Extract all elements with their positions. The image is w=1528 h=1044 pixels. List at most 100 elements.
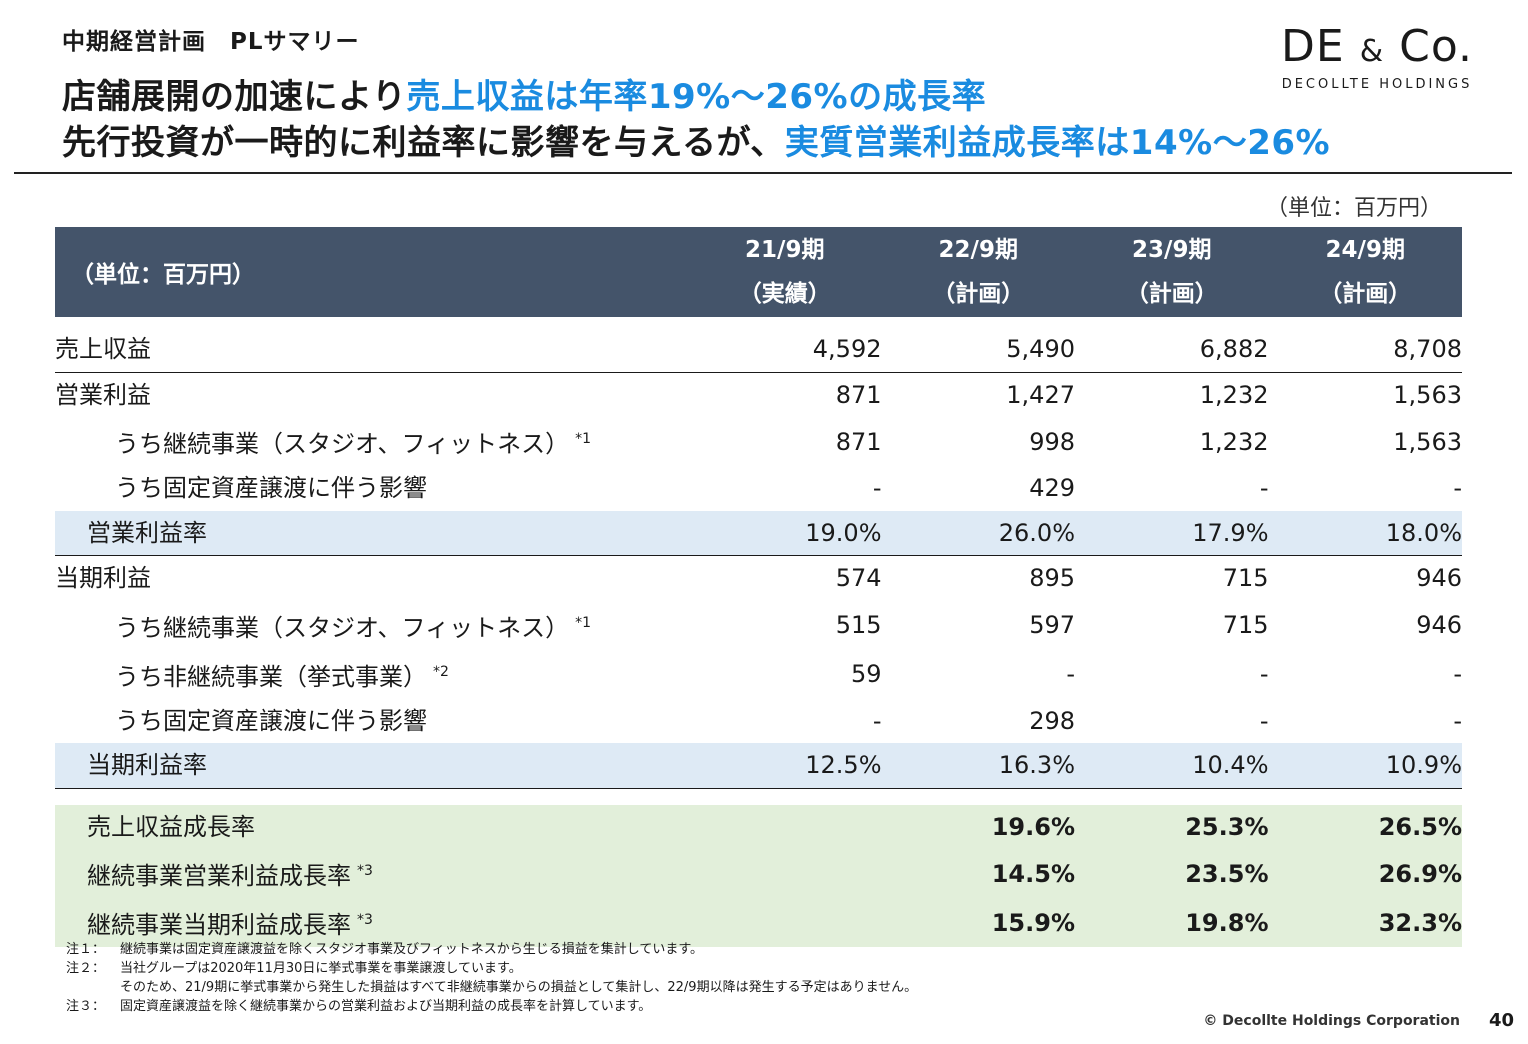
row-label: 当期利益: [55, 564, 151, 593]
cell-value: 871: [835, 427, 882, 456]
row-label: 継続事業当期利益成長率 *3: [55, 898, 688, 947]
col-kind: （計画）: [1319, 281, 1412, 307]
table-header-row: （単位：百万円） 21/9期 （実績） 22/9期 （計画） 23/9期 （計画） 2…: [55, 227, 1462, 317]
cell-value: -: [1259, 474, 1269, 503]
footnote: 注３： 固定資産譲渡益を除く継続事業からの営業利益および当期利益の成長率を計算して…: [66, 997, 917, 1016]
footnote-marker: *3: [357, 912, 373, 928]
cell-value: 14.5%: [881, 849, 1075, 898]
cell-value: 19.8%: [1075, 898, 1269, 947]
headline-line-1: 店舗展開の加速により売上収益は年率19%～26%の成長率: [62, 74, 1262, 120]
cell-value: 19.0%: [688, 510, 882, 556]
spacer-row: [55, 317, 1462, 327]
cell-value: 32.3%: [1268, 898, 1462, 947]
cell-value: 946: [1416, 611, 1462, 639]
cell-value: 1,232: [1199, 427, 1269, 456]
cell-value: 298: [1029, 706, 1075, 735]
cell-value: 5,490: [881, 327, 1075, 373]
row-label: うち固定資産譲渡に伴う影響: [115, 706, 427, 735]
table-row: 売上収益 4,592 5,490 6,882 8,708: [55, 327, 1462, 373]
unit-note: （単位：百万円）: [1265, 196, 1442, 221]
footnote-key: 注３：: [66, 999, 106, 1014]
logo-co: Co.: [1399, 21, 1473, 72]
copyright-footer: © Decollte Holdings Corporation: [1203, 1013, 1460, 1029]
cell-value: 17.9%: [1075, 510, 1269, 556]
headline-1-black: 店舗展開の加速により: [62, 77, 407, 117]
cell-value: 871: [835, 380, 882, 409]
header-col-3: 23/9期 （計画）: [1075, 227, 1269, 317]
cell-value: 1,232: [1199, 380, 1269, 409]
growth-row: 継続事業当期利益成長率 *3 15.9% 19.8% 32.3%: [55, 898, 1462, 947]
cell-value: -: [872, 474, 882, 503]
logo-subtitle: DECOLLTE HOLDINGS: [1281, 77, 1473, 92]
row-label: 営業利益率: [55, 510, 688, 556]
company-logo: DE & Co. DECOLLTE HOLDINGS: [1281, 21, 1473, 93]
footnote-text: そのため、21/9期に挙式事業から発生した損益はすべて非継続事業からの損益として…: [120, 980, 918, 995]
headline-2-black: 先行投資が一時的に利益率に影響を与えるが、: [62, 123, 785, 163]
cell-value: 429: [1029, 474, 1075, 503]
row-label: うち継続事業（スタジオ、フィットネス） *1: [55, 601, 688, 650]
headline: 店舗展開の加速により売上収益は年率19%～26%の成長率 先行投資が一時的に利益…: [62, 74, 1330, 166]
cell-value: 10.9%: [1268, 743, 1462, 789]
cell-value: 19.6%: [881, 804, 1075, 849]
cell-value: 26.0%: [881, 510, 1075, 556]
footnote: 注２： 当社グループは2020年11月30日に挙式事業を事業譲渡しています。: [66, 959, 917, 978]
section-subtitle: 中期経営計画 PLサマリー: [62, 29, 360, 55]
cell-value: 946: [1416, 564, 1462, 593]
table-row: うち継続事業（スタジオ、フィットネス） *1 515 597 715 946: [55, 601, 1462, 650]
cell-value: [688, 898, 882, 947]
cell-value: 26.9%: [1268, 849, 1462, 898]
col-kind: （実績）: [738, 281, 831, 307]
row-label: 営業利益: [55, 380, 151, 409]
growth-row: 売上収益成長率 19.6% 25.3% 26.5%: [55, 804, 1462, 849]
footnote-marker: *1: [575, 431, 592, 447]
row-label: 当期利益率: [55, 743, 688, 789]
table-row-highlight: 営業利益率 19.0% 26.0% 17.9% 18.0%: [55, 510, 1462, 556]
cell-value: 998: [1029, 427, 1075, 456]
cell-value: 10.4%: [1075, 743, 1269, 789]
growth-row: 継続事業営業利益成長率 *3 14.5% 23.5% 26.9%: [55, 849, 1462, 898]
cell-value: 515: [835, 611, 882, 639]
row-label: 売上収益: [55, 327, 688, 373]
cell-value: 895: [1029, 564, 1075, 593]
cell-value: 25.3%: [1075, 804, 1269, 849]
logo-amp: &: [1359, 34, 1385, 69]
cell-value: 16.3%: [881, 743, 1075, 789]
table-row: うち固定資産譲渡に伴う影響 - 298 - -: [55, 699, 1462, 744]
pl-summary-table: （単位：百万円） 21/9期 （実績） 22/9期 （計画） 23/9期 （計画） 2…: [55, 227, 1462, 947]
cell-value: 12.5%: [688, 743, 882, 789]
footnote-marker: *2: [433, 663, 449, 680]
header-col-1: 21/9期 （実績）: [688, 227, 882, 317]
cell-value: 715: [1222, 564, 1269, 593]
cell-value: [688, 849, 882, 898]
cell-value: -: [1453, 474, 1462, 503]
footnote-text: 継続事業は固定資産譲渡益を除くスタジオ事業及びフィットネスから生じる損益を集計し…: [120, 942, 704, 957]
cell-value: 23.5%: [1075, 849, 1269, 898]
col-kind: （計画）: [932, 281, 1025, 307]
headline-1-blue: 売上収益は年率19%～26%の成長率: [406, 77, 987, 117]
spacer-row: [55, 788, 1462, 805]
table-row: 当期利益 574 895 715 946: [55, 556, 1462, 601]
row-label: 売上収益成長率: [55, 804, 688, 849]
col-kind: （計画）: [1125, 281, 1218, 307]
cell-value: 1,427: [1006, 380, 1075, 409]
table-row: うち継続事業（スタジオ、フィットネス） *1 871 998 1,232 1,56…: [55, 417, 1462, 466]
headline-2-blue: 実質営業利益成長率は14%～26%: [784, 123, 1331, 163]
footnote-key: 注１：: [66, 942, 106, 957]
header-col-2: 22/9期 （計画）: [881, 227, 1075, 317]
row-label-text: うち継続事業（スタジオ、フィットネス）: [115, 430, 570, 458]
row-label: うち固定資産譲渡に伴う影響: [115, 474, 427, 503]
cell-value: 59: [850, 660, 882, 688]
row-label-text: うち継続事業（スタジオ、フィットネス）: [115, 613, 570, 642]
cell-value: 1,563: [1393, 427, 1462, 456]
footnote-continued: そのため、21/9期に挙式事業から発生した損益はすべて非継続事業からの損益として…: [66, 978, 917, 997]
cell-value: 1,563: [1393, 380, 1462, 409]
table-row: 営業利益 871 1,427 1,232 1,563: [55, 372, 1462, 417]
row-label-text: うち非継続事業（挙式事業）: [115, 662, 427, 691]
cell-value: -: [1453, 706, 1462, 735]
row-label: うち非継続事業（挙式事業） *2: [55, 650, 688, 699]
cell-value: 597: [1029, 611, 1075, 639]
cell-value: 18.0%: [1268, 510, 1462, 556]
header-col-4: 24/9期 （計画）: [1268, 227, 1462, 317]
cell-value: 15.9%: [881, 898, 1075, 947]
row-label-text: 継続事業営業利益成長率: [87, 862, 351, 890]
